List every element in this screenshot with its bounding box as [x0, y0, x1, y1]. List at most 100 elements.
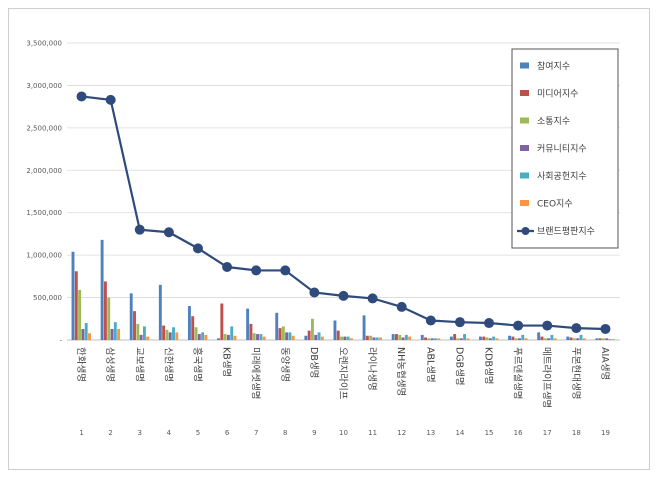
bar	[576, 338, 580, 340]
data-point	[454, 317, 465, 328]
x-index-label: 15	[485, 429, 494, 437]
bar	[175, 332, 179, 340]
y-tick-label: 1,000,000	[26, 252, 62, 260]
x-index-label: 8	[283, 429, 287, 437]
legend-marker	[521, 227, 530, 235]
legend-swatch	[520, 200, 529, 206]
bar	[379, 337, 383, 340]
bar	[537, 332, 541, 340]
x-index-label: 9	[312, 429, 316, 437]
bar	[246, 308, 250, 340]
bar	[204, 334, 208, 340]
bar	[514, 338, 518, 340]
bar	[495, 338, 499, 340]
bar	[217, 338, 220, 340]
bar	[226, 334, 230, 340]
x-index-label: 19	[601, 429, 610, 437]
bar	[275, 312, 279, 340]
bar	[401, 337, 405, 340]
y-tick-label: 3,500,000	[26, 40, 62, 48]
x-category-label: 푸본현대생명	[570, 347, 581, 399]
bar	[608, 339, 612, 340]
bar	[391, 334, 395, 340]
legend-label: 소통지수	[537, 116, 570, 127]
bar	[285, 332, 289, 340]
data-point	[396, 301, 407, 312]
legend-label: 사회공헌지수	[537, 171, 587, 182]
bar	[74, 271, 78, 340]
y-tick-label: 3,000,000	[26, 82, 62, 90]
bar	[453, 334, 457, 340]
bar	[129, 293, 133, 340]
bar	[582, 338, 586, 340]
bar	[602, 338, 605, 340]
bar	[456, 338, 460, 340]
bar	[605, 338, 609, 340]
x-category-label: AIA생명	[599, 347, 610, 380]
bar	[136, 323, 140, 340]
bar	[336, 330, 340, 340]
x-category-label: KDB생명	[483, 347, 494, 385]
legend-label: 미디어지수	[537, 89, 578, 100]
data-point	[367, 293, 378, 304]
bar	[103, 281, 107, 340]
bar	[223, 334, 227, 340]
bar	[511, 336, 515, 340]
bar	[133, 311, 136, 340]
bar	[365, 335, 369, 340]
data-point	[163, 227, 174, 238]
bar	[233, 335, 237, 340]
data-point	[513, 320, 524, 331]
bar	[230, 326, 234, 340]
bar	[194, 327, 198, 340]
x-category-label: 미래에셋생명	[250, 347, 261, 399]
x-category-label: 오렌지라이프	[337, 347, 348, 400]
bar	[304, 335, 308, 340]
bar	[434, 338, 437, 340]
bar	[71, 251, 75, 340]
bar	[466, 338, 470, 340]
data-point	[280, 265, 291, 276]
x-index-label: 2	[108, 429, 112, 437]
legend-label: 커뮤니티지수	[537, 144, 587, 155]
data-point	[251, 265, 262, 276]
bar	[350, 338, 353, 340]
bar	[117, 328, 121, 340]
x-category-label: 메트라이프생명	[541, 347, 552, 408]
data-point	[105, 94, 116, 105]
data-point	[571, 323, 582, 334]
bar	[113, 322, 117, 340]
bar	[521, 334, 525, 340]
bar	[572, 338, 576, 340]
bar	[372, 337, 376, 340]
x-index-label: 17	[543, 429, 552, 437]
x-category-label: 신한생명	[162, 347, 173, 382]
bar	[430, 338, 434, 340]
legend-label: 브랜드평판지수	[537, 226, 595, 237]
bar	[139, 334, 143, 340]
bar	[333, 320, 337, 340]
bar	[314, 334, 318, 340]
data-point	[76, 91, 87, 102]
bar	[197, 334, 201, 340]
x-index-label: 6	[225, 429, 230, 437]
data-point	[425, 315, 436, 326]
x-category-label: 교보생명	[133, 347, 144, 382]
legend-swatch	[520, 172, 529, 179]
x-category-label: DGB생명	[453, 347, 464, 386]
x-category-label: ABL생명	[424, 347, 435, 383]
x-index-label: 1	[79, 429, 83, 437]
bar	[281, 326, 285, 340]
bar	[142, 326, 146, 340]
bar	[107, 297, 111, 340]
bar	[340, 336, 343, 340]
legend-label: 참여지수	[537, 60, 570, 72]
x-category-label: 흥국생명	[191, 347, 203, 382]
x-category-label: 푸르덴셜생명	[512, 347, 523, 399]
x-index-label: 16	[514, 429, 523, 437]
y-tick-label: 2,000,000	[26, 167, 62, 175]
y-tick-label: -	[59, 337, 62, 345]
bar	[369, 335, 373, 340]
bar	[168, 332, 172, 340]
bar	[88, 333, 91, 340]
